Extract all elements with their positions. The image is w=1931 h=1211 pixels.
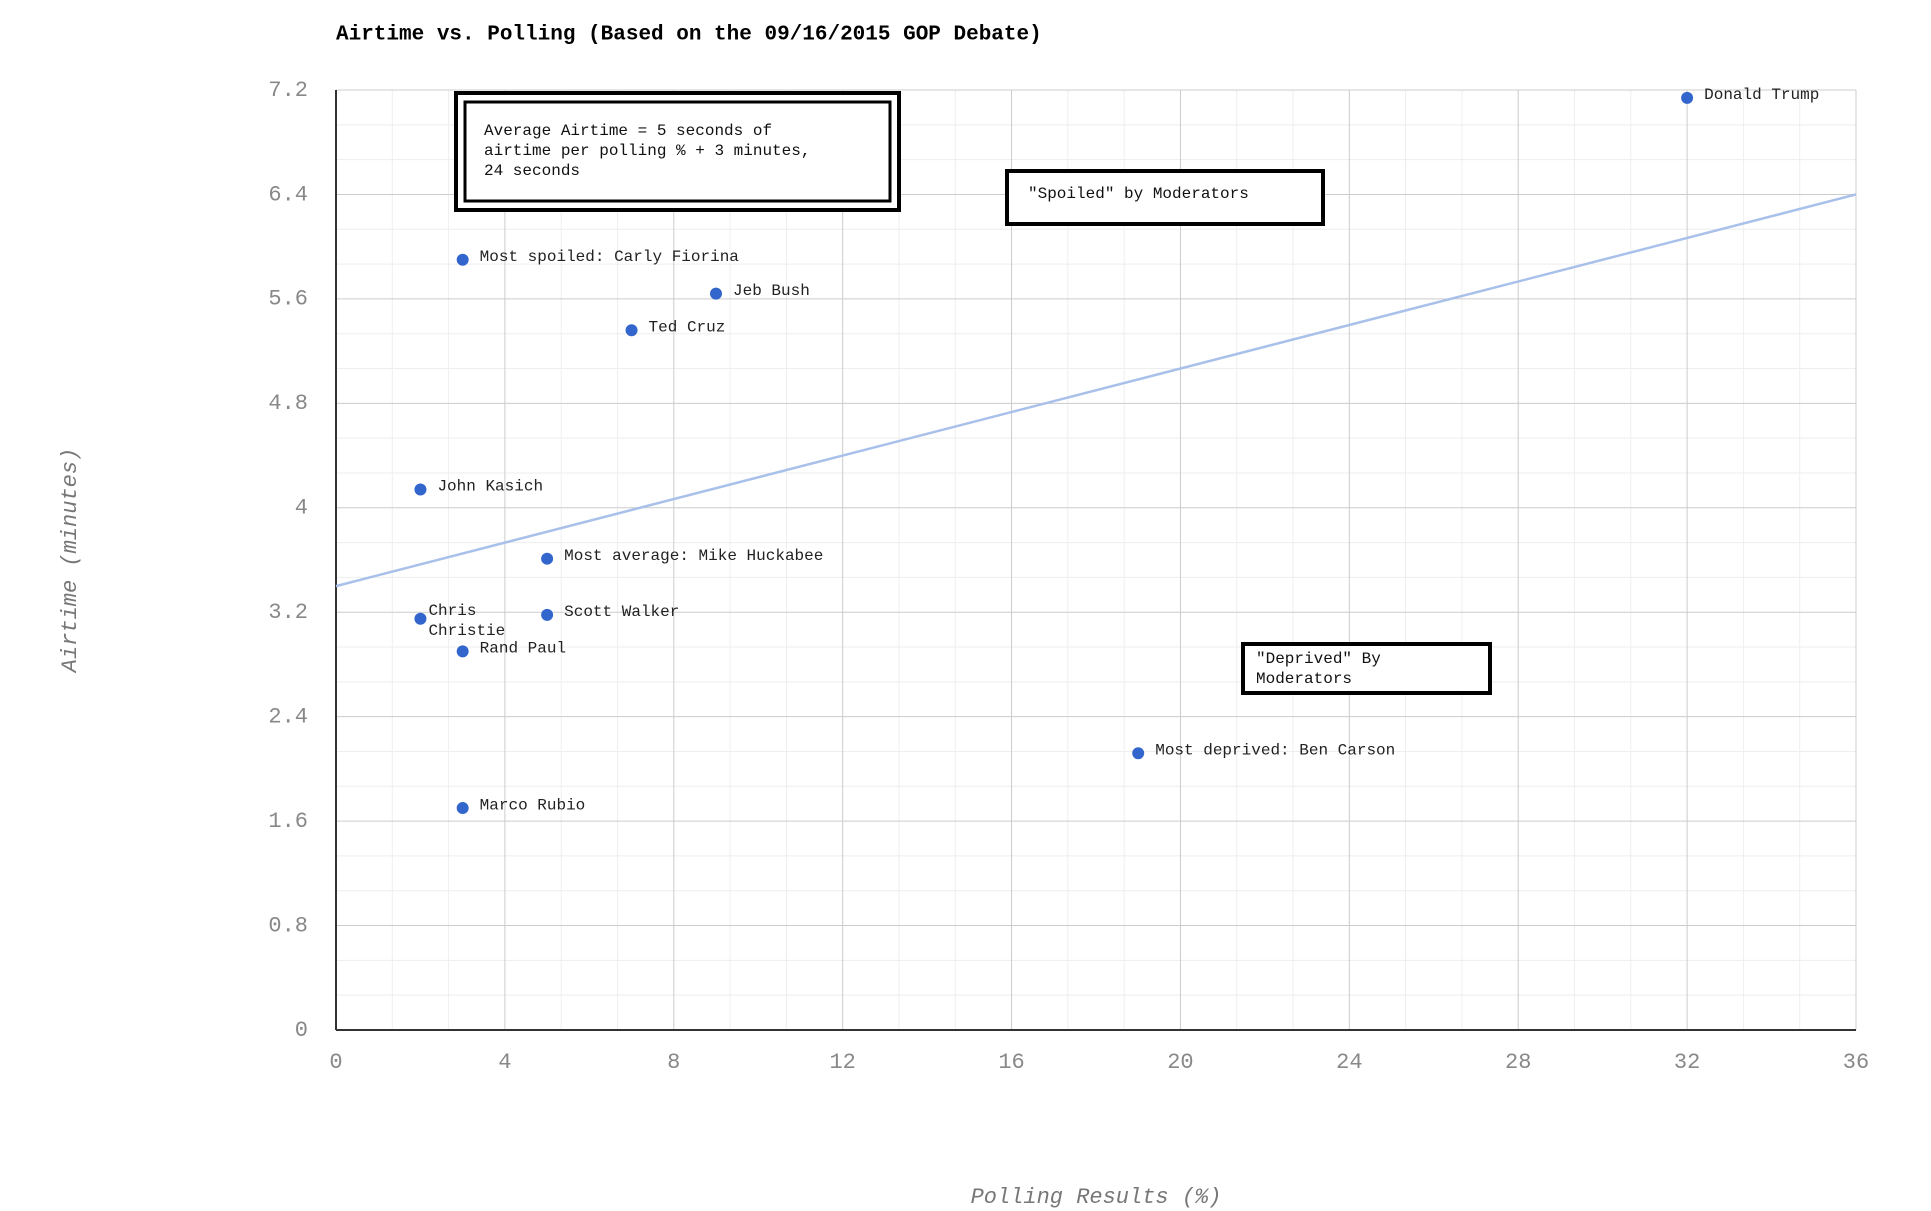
annotation-box-inner [463,100,892,203]
x-tick-label: 12 [829,1050,855,1075]
x-tick-label: 4 [498,1050,511,1075]
point-label: Most deprived: Ben Carson [1155,741,1395,759]
point-label: Marco Rubio [480,796,586,814]
point-label: Christie [428,622,505,640]
annotation-box [1241,642,1492,695]
point-label: Chris [428,602,476,620]
point-label: Jeb Bush [733,282,810,300]
y-tick-label: 4 [295,496,308,521]
point-label: Most average: Mike Huckabee [564,547,823,565]
annotation-text: Average Airtime = 5 seconds of [484,122,772,140]
point [710,287,722,300]
x-tick-label: 20 [1167,1050,1193,1075]
annotation-text: "Spoiled" by Moderators [1028,185,1249,203]
point-label: Scott Walker [564,603,679,621]
point-label: Most spoiled: Carly Fiorina [480,248,740,266]
point [541,552,554,565]
point-label: John Kasich [437,478,543,496]
y-tick-label: 0 [295,1018,308,1043]
point [456,253,469,266]
x-axis-label: Polling Results (%) [971,1185,1222,1210]
annotation-text: Moderators [1256,670,1352,688]
point [1132,747,1145,760]
point [456,645,469,658]
y-tick-label: 7.2 [268,78,308,103]
x-tick-label: 32 [1674,1050,1700,1075]
y-tick-label: 4.8 [268,391,308,416]
point [456,802,469,815]
x-tick-label: 0 [329,1050,342,1075]
x-tick-label: 24 [1336,1050,1362,1075]
y-tick-label: 3.2 [268,600,308,625]
point-label: Ted Cruz [649,318,726,336]
point [541,608,554,621]
annotation-text: airtime per polling % + 3 minutes, [484,142,810,160]
point-label: Donald Trump [1704,86,1819,104]
y-tick-label: 1.6 [268,809,308,834]
trendline [335,193,1857,588]
point [625,324,638,337]
point [414,483,427,496]
chart-title: Airtime vs. Polling (Based on the 09/16/… [336,24,1042,47]
annotation-text: 24 seconds [484,162,580,180]
x-tick-label: 8 [667,1050,680,1075]
annotation-box [454,91,901,212]
x-tick-label: 28 [1505,1050,1531,1075]
annotation-text: "Deprived" By [1256,650,1381,668]
y-tick-label: 0.8 [268,913,308,938]
y-tick-label: 6.4 [268,182,308,207]
y-tick-label: 2.4 [268,704,308,729]
point [414,612,427,625]
y-tick-label: 5.6 [268,287,308,312]
point [1681,91,1694,104]
annotation-box [1005,169,1325,226]
y-axis-label: Airtime (minutes) [58,448,83,674]
x-tick-label: 16 [998,1050,1024,1075]
point-label: Rand Paul [480,640,566,658]
x-tick-label: 36 [1843,1050,1869,1075]
